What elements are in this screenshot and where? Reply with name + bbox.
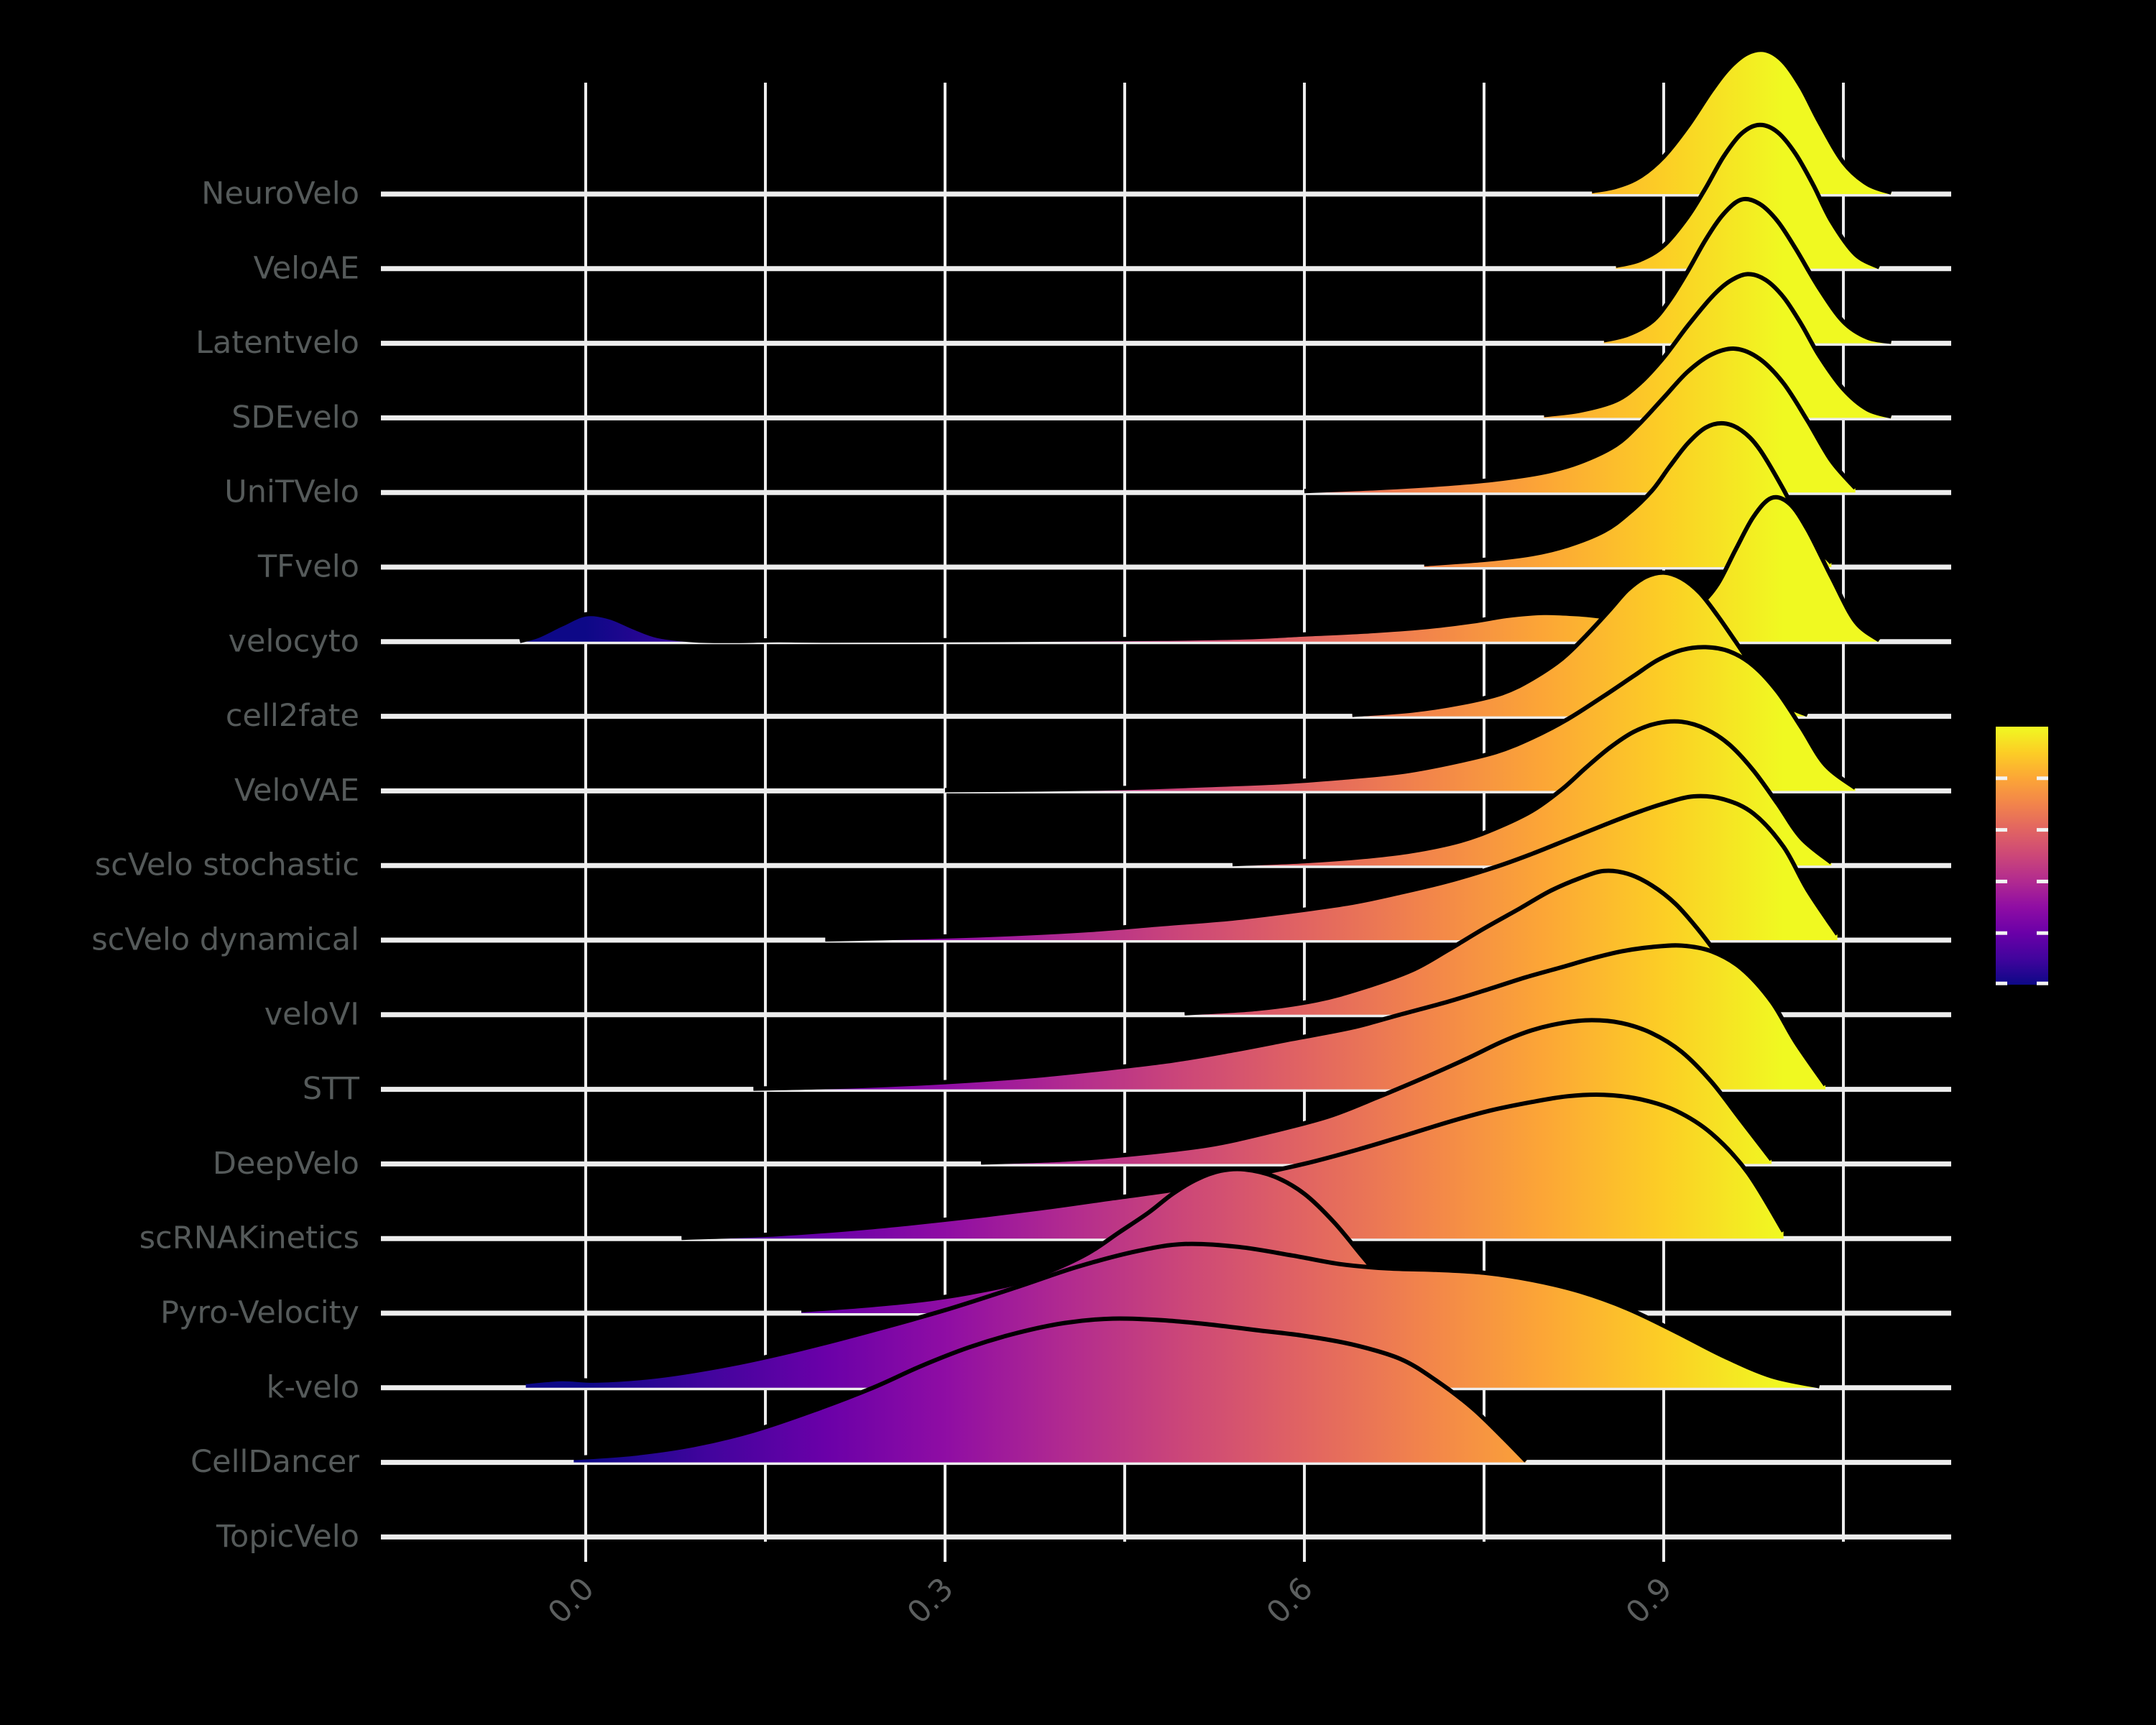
y-tick-label-sdevelo: SDEvelo [231, 400, 359, 436]
ridge-outline-tfvelo [1424, 420, 1833, 566]
y-tick-label-topicvelo: TopicVelo [216, 1519, 359, 1555]
ridge-outline-unitvelo [1304, 346, 1857, 494]
y-axis-labels: NeuroVelo VeloAE Latentvelo SDEvelo UniTVelo… [91, 176, 359, 1555]
y-tick-label-scvelo-stochastic: scVelo stochastic [95, 847, 359, 883]
ridge-fill-sdevelo [1544, 274, 1892, 418]
ridge-curves [519, 47, 1892, 1463]
ridge-outline-sdevelo [1543, 272, 1892, 419]
ridge-outline-velovae [944, 645, 1857, 793]
y-tick-label-stt: STT [303, 1071, 360, 1107]
ridge-fill-tfvelo [1424, 423, 1832, 567]
ridge-outline-cell2fate [1352, 570, 1809, 717]
ridge-fill-latentvelo [1603, 198, 1892, 344]
y-tick-label-scrnakinetics: scRNAKinetics [139, 1220, 359, 1256]
ridge-outline-scrnakinetics [681, 1092, 1786, 1241]
ridge-outline-scvelo-stochastic [1232, 719, 1833, 867]
y-tick-label-veloae: VeloAE [254, 250, 359, 286]
y-tick-label-velocyto: velocyto [229, 623, 359, 659]
ridge-fill-velocyto [520, 497, 1879, 642]
y-tick-label-tfvelo: TFvelo [257, 549, 359, 585]
ridge-fill-neurovelo [1592, 50, 1892, 194]
y-tick-label-velovi: veloVI [264, 996, 359, 1032]
y-tick-label-scvelo-dynamical: scVelo dynamical [91, 922, 359, 958]
ridge-outline-stt [753, 943, 1828, 1091]
ridge-outline-celldancer [573, 1316, 1528, 1463]
colorbar [1996, 727, 2048, 985]
y-tick-label-deepvelo: DeepVelo [213, 1146, 359, 1182]
y-tick-label-velovae: VeloVAE [234, 773, 359, 809]
ridge-outline-velocyto [519, 494, 1881, 643]
ridge-fill-celldancer [573, 1318, 1526, 1463]
ridge-outline-latentvelo [1603, 196, 1892, 344]
ridge-outline-pyro-velocity [801, 1167, 1426, 1314]
y-tick-label-cell2fate: cell2fate [226, 698, 359, 734]
ridge-outline-deepvelo [980, 1018, 1774, 1165]
ridge-outline-velovi [1184, 868, 1773, 1016]
ridge-fill-veloae [1616, 124, 1879, 269]
ridge-outline-neurovelo [1591, 47, 1892, 195]
ridge-outline-k-velo [525, 1241, 1820, 1389]
y-tick-label-celldancer: CellDancer [190, 1444, 359, 1480]
y-tick-label-unitvelo: UniTVelo [224, 474, 359, 510]
ridge-outline-veloae [1615, 122, 1881, 270]
colorbar-gradient [1996, 727, 2048, 985]
y-tick-label-latentvelo: Latentvelo [195, 325, 359, 361]
x-axis-ticks [584, 1542, 1665, 1562]
ridge-fill-scrnakinetics [681, 1094, 1784, 1239]
ridge-fill-k-velo [525, 1243, 1820, 1388]
y-tick-label-k-velo: k-velo [267, 1369, 359, 1405]
ridge-outline-scvelo-dynamical [825, 794, 1840, 942]
y-tick-label-neurovelo: NeuroVelo [201, 176, 359, 212]
y-tick-label-pyro-velocity: Pyro-Velocity [160, 1295, 359, 1331]
